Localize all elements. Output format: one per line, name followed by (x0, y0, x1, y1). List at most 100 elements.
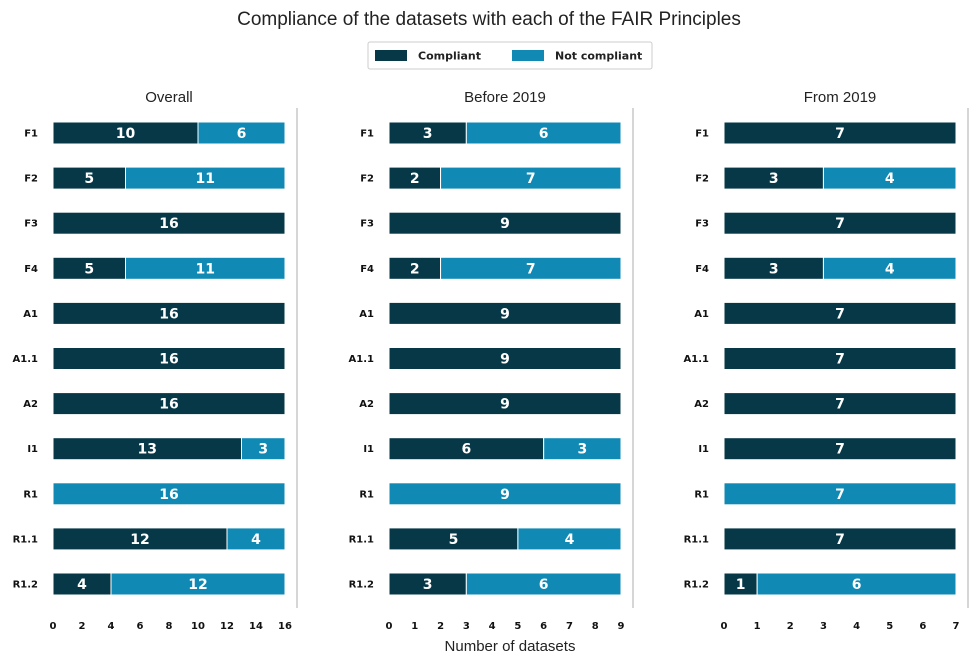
bar-value-label: 3 (769, 261, 779, 277)
bar-value-label: 16 (159, 397, 178, 413)
bar-compliant (388, 211, 622, 235)
category-label: R1 (23, 489, 38, 500)
bar-not-compliant (723, 482, 957, 506)
x-tick-label: 1 (411, 621, 418, 632)
bar-not-compliant (440, 256, 622, 280)
category-label: F4 (360, 264, 374, 275)
category-label: R1.2 (349, 580, 374, 591)
bar-value-label: 9 (500, 397, 510, 413)
bar-not-compliant (125, 166, 286, 190)
bar-value-label: 6 (852, 577, 862, 593)
category-label: A1.1 (349, 354, 374, 365)
category-label: R1 (694, 489, 709, 500)
x-tick-label: 6 (919, 621, 926, 632)
category-label: A2 (359, 399, 374, 410)
category-label: A1.1 (13, 354, 38, 365)
bar-value-label: 6 (539, 126, 549, 142)
x-tick-label: 2 (437, 621, 444, 632)
bar-compliant (723, 347, 957, 370)
x-tick-label: 3 (463, 621, 470, 632)
x-tick-label: 10 (191, 621, 205, 632)
bar-value-label: 11 (196, 261, 215, 277)
bar-value-label: 16 (159, 216, 178, 232)
category-label: I1 (27, 444, 38, 455)
bar-value-label: 3 (423, 577, 433, 593)
bar-value-label: 9 (500, 352, 510, 368)
bar-compliant (723, 121, 957, 145)
bar-value-label: 7 (526, 261, 536, 277)
bar-not-compliant (543, 437, 622, 461)
category-label: R1 (359, 489, 374, 500)
x-tick-label: 5 (514, 621, 521, 632)
bar-value-label: 3 (769, 171, 779, 187)
bar-not-compliant (465, 121, 622, 145)
bar-compliant (388, 301, 622, 325)
bar-not-compliant (756, 572, 957, 596)
bar-compliant (52, 301, 286, 325)
bar-not-compliant (822, 256, 957, 280)
category-label: R1.2 (684, 580, 709, 591)
legend-swatch-compliant (375, 50, 407, 61)
bar-value-label: 7 (526, 171, 536, 187)
category-label: F4 (24, 264, 38, 275)
x-axis-label: Number of datasets (445, 638, 576, 655)
bar-value-label: 7 (835, 487, 845, 503)
x-tick-label: 4 (489, 621, 496, 632)
category-label: A1 (23, 309, 38, 320)
bar-value-label: 7 (835, 352, 845, 368)
category-label: R1.1 (349, 534, 374, 545)
figure-title: Compliance of the datasets with each of … (237, 9, 741, 30)
bar-value-label: 4 (251, 532, 261, 548)
bar-value-label: 7 (835, 216, 845, 232)
panel-2: From 2019 0 1 2 3 4 5 6 7 F1 7 F2 3 4 F3 7 F4 3 4 A1 7 A1.1 7 A… (684, 89, 969, 632)
category-label: F1 (695, 129, 709, 140)
x-tick-label: 14 (249, 621, 263, 632)
bar-value-label: 4 (885, 261, 895, 277)
bar-not-compliant (226, 527, 286, 551)
bar-value-label: 5 (84, 261, 94, 277)
bar-value-label: 3 (423, 126, 433, 142)
x-tick-label: 7 (953, 621, 960, 632)
bar-not-compliant (822, 166, 957, 190)
x-tick-label: 8 (592, 621, 599, 632)
category-label: R1.1 (684, 534, 709, 545)
category-label: F2 (360, 174, 374, 185)
category-label: F2 (695, 174, 709, 185)
x-tick-label: 4 (853, 621, 860, 632)
legend-label-compliant: Compliant (418, 50, 481, 63)
bar-compliant (388, 347, 622, 370)
bar-value-label: 2 (410, 171, 420, 187)
panel-title: Before 2019 (464, 89, 546, 106)
legend: Compliant Not compliant (367, 41, 653, 70)
category-label: F4 (695, 264, 709, 275)
panel-1: Before 2019 0 1 2 3 4 5 6 7 8 9 F1 3 6 F2 2 7 F3 9 F4 2 7 A1 9 A… (349, 89, 634, 632)
bar-value-label: 4 (885, 171, 895, 187)
bar-value-label: 13 (138, 442, 157, 458)
bar-value-label: 10 (116, 126, 136, 142)
category-label: F3 (24, 219, 38, 230)
panel-0: Overall 0 2 4 6 8 10 12 14 16 F1 10 6 F2 5 11 F3 16 F4 5 11 A… (13, 89, 298, 632)
bar-value-label: 12 (188, 577, 207, 593)
x-tick-label: 4 (108, 621, 115, 632)
bar-not-compliant (110, 572, 286, 596)
x-tick-label: 7 (566, 621, 573, 632)
bar-not-compliant (517, 527, 622, 551)
legend-swatch-not-compliant (512, 50, 544, 61)
bar-value-label: 16 (159, 487, 178, 503)
bar-value-label: 12 (130, 532, 149, 548)
category-label: F3 (360, 219, 374, 230)
category-label: F2 (24, 174, 38, 185)
bar-not-compliant (388, 482, 622, 506)
category-label: F1 (24, 129, 38, 140)
bar-value-label: 2 (410, 261, 420, 277)
bar-value-label: 6 (539, 577, 549, 593)
x-tick-label: 0 (50, 621, 57, 632)
bar-value-label: 6 (461, 442, 471, 458)
bar-value-label: 11 (196, 171, 215, 187)
bar-not-compliant (241, 437, 286, 461)
bar-value-label: 3 (577, 442, 587, 458)
x-tick-label: 0 (721, 621, 728, 632)
category-label: F1 (360, 129, 374, 140)
bar-value-label: 7 (835, 442, 845, 458)
bar-value-label: 16 (159, 306, 178, 322)
